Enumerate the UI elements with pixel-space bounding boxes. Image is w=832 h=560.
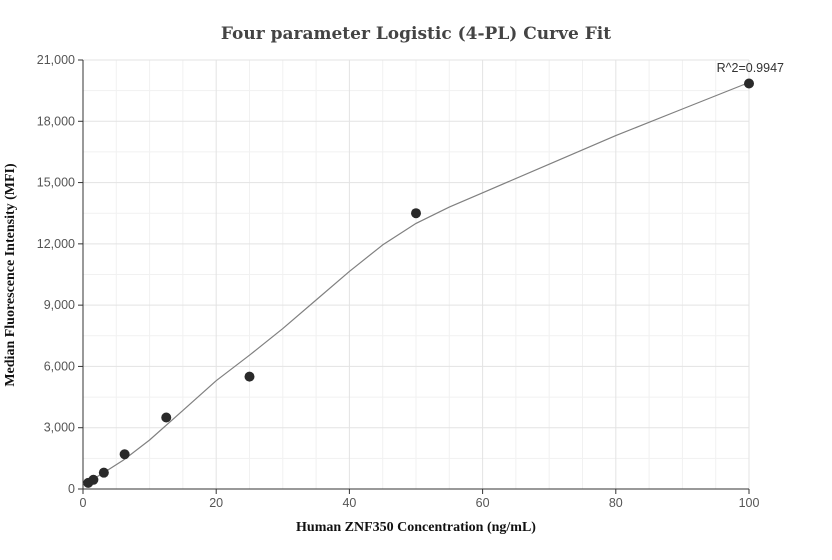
data-point [98, 467, 109, 478]
x-axis-ticks: 0 20 40 60 80 100 [80, 489, 760, 510]
x-tick-label: 40 [342, 496, 356, 510]
x-tick-label: 80 [609, 496, 623, 510]
y-tick-label: 18,000 [37, 114, 75, 128]
y-axis-ticks: 0 3,000 6,000 9,000 12,000 15,000 18,000 21,000 [37, 53, 83, 496]
x-tick-label: 20 [209, 496, 223, 510]
data-point [411, 208, 421, 219]
data-point [244, 371, 255, 382]
axes [82, 60, 749, 490]
y-tick-label: 9,000 [44, 298, 75, 312]
y-tick-label: 6,000 [44, 359, 75, 373]
x-axis-title: Human ZNF350 Concentration (ng/mL) [296, 520, 536, 535]
y-axis-title: Median Fluorescence Intensity (MFI) [3, 163, 18, 387]
x-tick-label: 0 [80, 496, 87, 510]
minor-gridlines [83, 60, 749, 489]
chart-title: Four parameter Logistic (4-PL) Curve Fit [221, 24, 611, 44]
data-point [88, 474, 99, 485]
y-tick-label: 21,000 [37, 53, 75, 67]
data-point [744, 78, 754, 89]
data-point [161, 412, 172, 423]
x-tick-label: 100 [739, 496, 760, 510]
y-tick-label: 3,000 [44, 421, 75, 435]
data-point [119, 449, 130, 460]
major-gridlines [83, 59, 750, 489]
r-squared-annotation: R^2=0.9947 [717, 61, 784, 75]
fit-curve-line [82, 81, 750, 485]
y-tick-label: 15,000 [37, 176, 75, 190]
data-points [83, 78, 754, 488]
y-tick-label: 0 [68, 482, 75, 496]
x-tick-label: 60 [476, 496, 490, 510]
y-tick-label: 12,000 [37, 237, 75, 251]
